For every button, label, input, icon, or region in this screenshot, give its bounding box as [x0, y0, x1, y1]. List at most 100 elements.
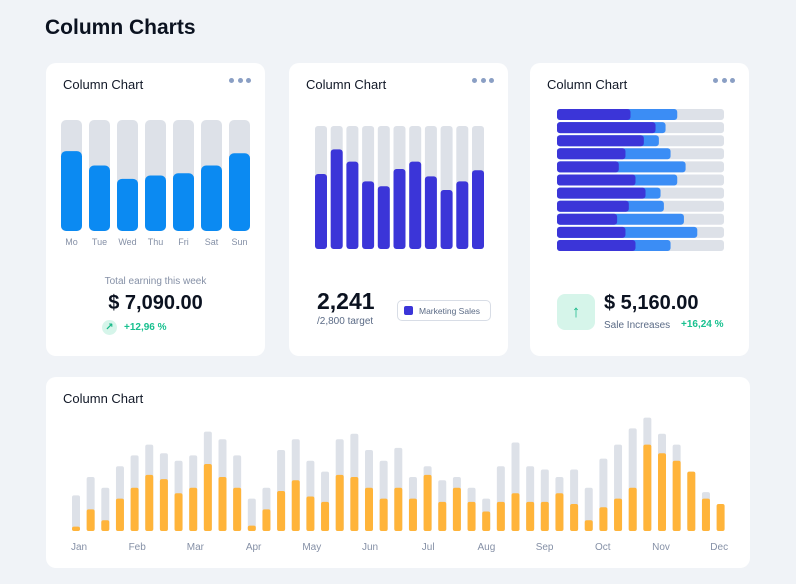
month-label: Mar — [187, 542, 205, 553]
bar — [687, 471, 696, 531]
bar — [584, 520, 593, 531]
bar — [408, 498, 417, 531]
tick-label: Tue — [92, 237, 107, 247]
bar — [393, 169, 406, 249]
bar — [262, 509, 271, 531]
weekly-change-value: +12,96 % — [124, 322, 167, 333]
month-label: Sep — [536, 542, 554, 553]
sales-card: Column Chart ↑ $ 5,160.00 Sale Increases… — [530, 63, 749, 356]
bar — [614, 498, 623, 531]
bar — [658, 453, 666, 531]
bar — [379, 498, 388, 531]
bar — [511, 493, 520, 531]
bar — [130, 487, 139, 531]
bar — [189, 487, 198, 531]
more-dots-icon[interactable] — [713, 77, 735, 83]
weekly-amount: $ 7,090.00 — [108, 292, 203, 314]
bar — [628, 487, 637, 531]
chart-legend[interactable]: Marketing Sales — [397, 300, 491, 321]
month-label: Dec — [710, 542, 728, 553]
bar — [306, 496, 315, 531]
bar — [86, 509, 95, 531]
bar — [423, 474, 432, 531]
bar — [145, 474, 154, 531]
tick-label: Wed — [118, 237, 136, 247]
card-title: Column Chart — [63, 77, 144, 92]
bar — [201, 165, 222, 231]
bar-primary — [557, 240, 636, 251]
bar — [346, 161, 359, 249]
tick-label: Fri — [178, 237, 189, 247]
yearly-column-chart: Jan Feb Mar Apr May Jun Jul Aug Sep Oct Nov Dec — [71, 417, 728, 553]
more-dots-icon[interactable] — [472, 77, 494, 83]
marketing-column-chart — [315, 126, 484, 249]
marketing-target: /2,800 target — [317, 316, 374, 327]
bar — [277, 491, 286, 531]
month-label: Aug — [478, 542, 496, 553]
bar — [482, 511, 491, 531]
sales-amount: $ 5,160.00 — [604, 292, 699, 314]
bar — [101, 520, 110, 531]
bar — [174, 493, 183, 531]
bar — [377, 186, 390, 249]
legend-label: Marketing Sales — [419, 305, 480, 316]
tick-label: Mo — [65, 237, 78, 247]
bar — [203, 464, 212, 531]
bar-primary — [557, 226, 626, 238]
bar — [394, 487, 403, 531]
bar — [233, 487, 242, 531]
bar — [173, 173, 194, 231]
month-label: Jun — [362, 542, 378, 553]
bar-primary — [557, 109, 631, 120]
more-dots-icon[interactable] — [229, 77, 251, 83]
bar — [247, 525, 256, 531]
bar-primary — [557, 213, 618, 225]
bar — [496, 501, 505, 531]
bar — [321, 501, 330, 531]
bar — [117, 178, 138, 231]
bar — [555, 493, 564, 531]
bar-primary — [557, 161, 619, 173]
bar — [89, 165, 110, 231]
card-title: Column Chart — [547, 77, 628, 92]
legend-swatch — [404, 306, 413, 315]
tick-label: Thu — [148, 237, 164, 247]
month-label: Oct — [595, 542, 611, 553]
bar-track — [72, 495, 80, 531]
bar — [229, 153, 250, 231]
bar — [467, 501, 476, 531]
sales-change: +16,24 % — [681, 319, 724, 330]
bar — [330, 149, 343, 249]
bar — [716, 504, 725, 531]
bar-primary — [557, 174, 636, 186]
weekly-column-chart: Mo Tue Wed Thu Fri Sat Sun — [61, 120, 250, 247]
bar — [472, 170, 484, 249]
bar-primary — [557, 122, 656, 134]
bar — [362, 181, 375, 249]
bar — [72, 526, 80, 531]
bar — [218, 477, 227, 531]
bar — [291, 480, 300, 531]
bar — [456, 181, 469, 249]
bar — [438, 501, 447, 531]
bar — [335, 474, 344, 531]
weekly-earnings-card: Column Chart Mo Tue Wed Thu Fri Sat Sun Total … — [46, 63, 265, 356]
bar — [599, 507, 608, 531]
marketing-card: Column Chart 2,241 /2,800 target Marketi… — [289, 63, 508, 356]
bar — [440, 189, 453, 249]
bar — [145, 175, 166, 231]
month-label: Feb — [129, 542, 147, 553]
bar — [570, 504, 579, 531]
bar — [540, 501, 549, 531]
bar — [672, 460, 681, 531]
card-title: Column Chart — [63, 391, 144, 406]
tick-label: Sun — [231, 237, 247, 247]
bar-track — [247, 498, 256, 531]
bar — [701, 498, 710, 531]
bar-primary — [557, 135, 644, 147]
bar — [643, 444, 652, 531]
weekly-change: ↗ +12,96 % — [102, 320, 167, 335]
bar — [365, 487, 373, 531]
bar — [315, 173, 327, 249]
bar — [452, 487, 461, 531]
